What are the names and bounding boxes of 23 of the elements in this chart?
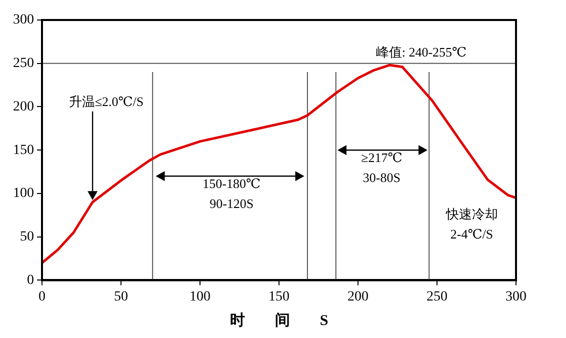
x-tick-label: 50 <box>114 289 128 304</box>
annotation: ≥217℃ <box>361 150 402 166</box>
annotation: 30-80S <box>362 170 400 186</box>
annotation: 2-4℃/S <box>450 226 494 242</box>
y-tick-label: 150 <box>13 142 34 158</box>
x-tick-label: 200 <box>348 289 368 304</box>
x-tick-label: 250 <box>426 289 448 304</box>
y-tick-label: 250 <box>13 56 34 72</box>
x-tick-label: 150 <box>268 289 290 304</box>
x-axis-title: 时 间 S <box>230 312 328 329</box>
x-tick-label: 0 <box>38 289 46 304</box>
annotation: 峰值: 240-255℃ <box>376 44 467 60</box>
y-tick-label: 50 <box>20 230 34 245</box>
y-tick-label: 200 <box>13 99 34 114</box>
y-tick-label: 100 <box>13 186 34 202</box>
annotation: 150-180℃ <box>202 176 261 192</box>
x-tick-label: 100 <box>190 289 210 304</box>
annotation: 90-120S <box>210 196 254 212</box>
x-tick-label: 300 <box>506 289 526 304</box>
annotation: 升温≤2.0℃/S <box>68 94 144 109</box>
y-tick-label: 300 <box>13 12 34 28</box>
annotation: 快速冷却 <box>444 206 498 222</box>
y-tick-label: 0 <box>27 272 34 288</box>
